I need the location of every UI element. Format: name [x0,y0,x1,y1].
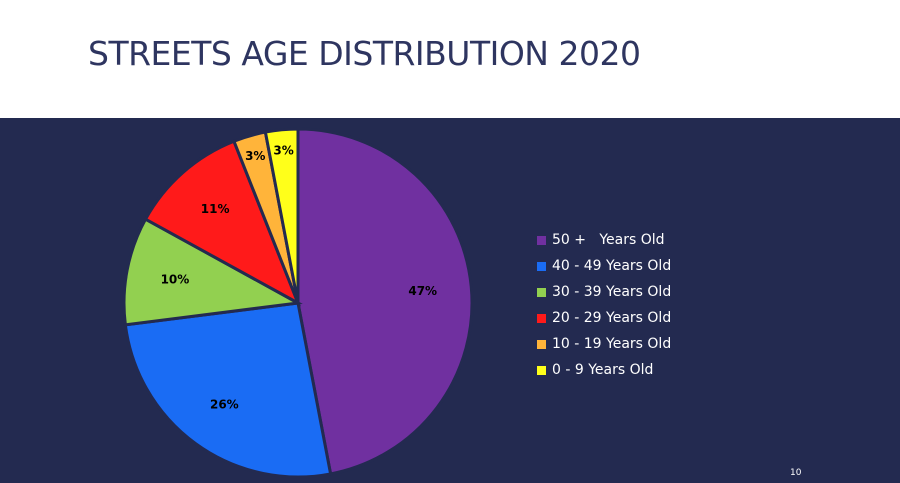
pie-slice-1 [123,301,333,479]
legend-swatch [537,339,546,349]
legend-label: 40 - 49 Years Old [552,258,672,274]
legend-swatch [537,313,546,323]
pie-data-label: 11% [201,202,230,216]
legend-item-0-9: 0 - 9 Years Old [537,357,671,383]
pie-slice-3 [143,139,301,307]
page-number: 10 [790,468,802,478]
legend-item-50-plus: 50 + Years Old [537,227,671,253]
legend-swatch [537,235,546,245]
legend-label: 10 - 19 Years Old [552,336,672,352]
pie-data-label: 3% [273,144,293,158]
legend-swatch [537,261,546,271]
legend-item-40-49: 40 - 49 Years Old [537,253,671,279]
legend-label: 0 - 9 Years Old [552,362,654,378]
legend-label: 50 + Years Old [552,232,665,248]
legend-item-30-39: 30 - 39 Years Old [537,279,671,305]
pie-data-label: 26% [210,397,239,411]
legend-swatch [537,365,546,375]
pie-data-label: 47% [408,284,437,298]
chart-legend: 50 + Years Old 40 - 49 Years Old 30 - 39… [537,227,671,383]
legend-label: 30 - 39 Years Old [552,284,672,300]
pie-slices [122,127,474,479]
pie-data-label: 3% [245,149,265,163]
pie-chart: 47% 26% 10% 11% 3% 3% [122,127,474,479]
pie-slice-5 [263,127,300,304]
legend-item-20-29: 20 - 29 Years Old [537,305,671,331]
legend-swatch [537,287,546,297]
legend-item-10-19: 10 - 19 Years Old [537,331,671,357]
slide-title: STREETS AGE DISTRIBUTION 2020 [88,34,641,73]
pie-data-labels: 47% 26% 10% 11% 3% 3% [161,144,438,412]
pie-data-label: 10% [161,273,190,287]
legend-label: 20 - 29 Years Old [552,310,672,326]
pie-slice-0 [296,127,474,476]
pie-slice-2 [122,217,303,327]
